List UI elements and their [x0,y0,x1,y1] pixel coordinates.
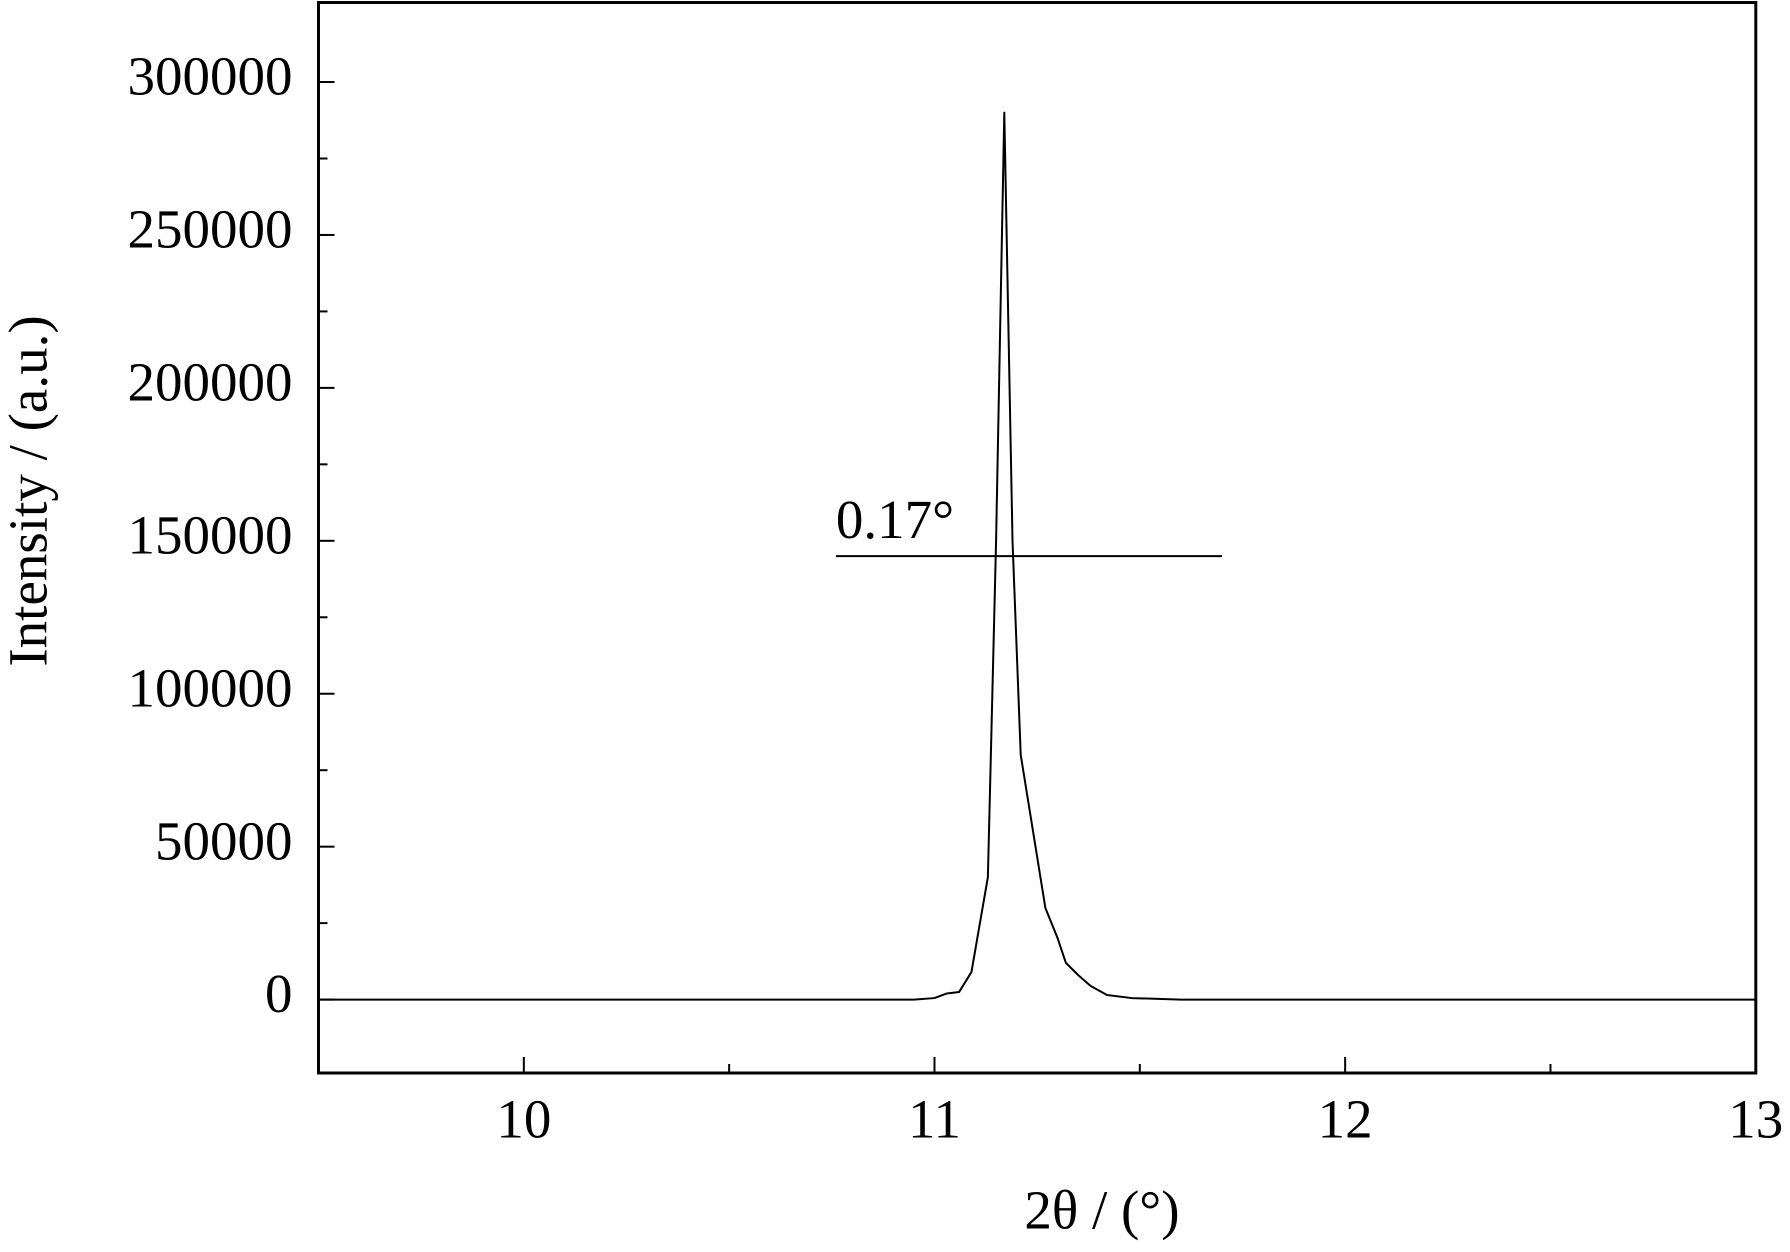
annotation-text: 0.17° [836,489,954,550]
y-tick-label: 300000 [128,46,293,107]
plot-frame [317,1,1758,1075]
y-tick-label: 250000 [128,199,293,260]
x-tick-label: 11 [908,1089,961,1150]
x-tick-label: 12 [1318,1089,1373,1150]
x-tick-label: 13 [1728,1089,1783,1150]
y-axis-title: Intensity / (a.u.) [0,315,59,666]
y-tick-label: 150000 [128,504,293,565]
y-tick-label: 0 [265,963,293,1024]
y-tick-label: 200000 [128,352,293,413]
x-tick-label: 10 [496,1089,551,1150]
data-line [318,111,1756,1001]
x-axis-title: 2θ / (°) [1024,1180,1179,1241]
y-tick-label: 50000 [155,810,293,871]
y-tick-label: 100000 [128,657,293,718]
